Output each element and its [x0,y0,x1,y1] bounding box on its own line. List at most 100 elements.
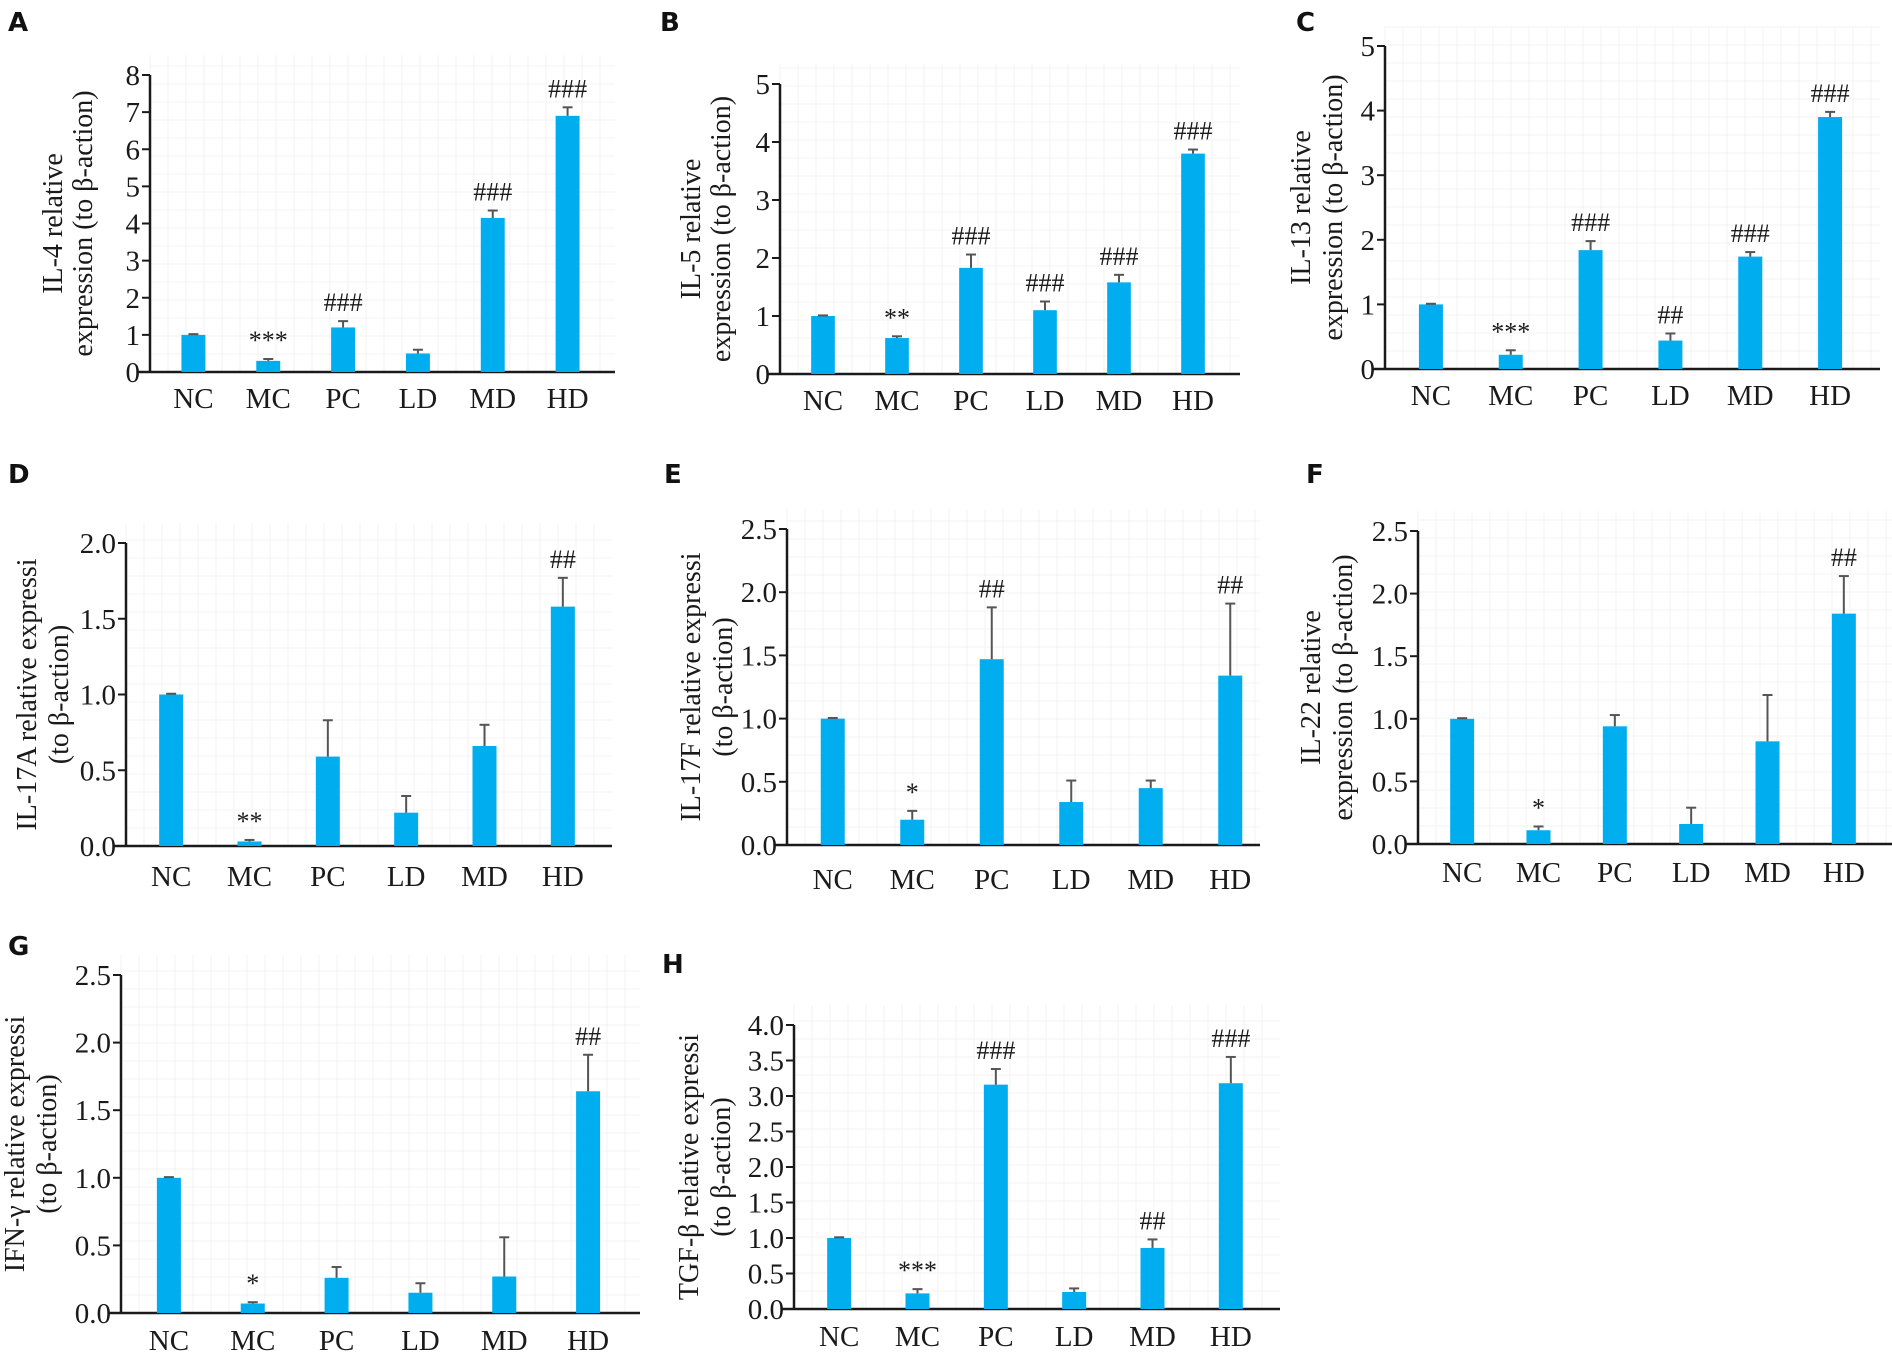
x-tick-label: LD [401,1325,440,1355]
significance-label: ## [575,1022,601,1051]
background-grid [786,509,1280,846]
significance-label: * [906,778,919,807]
bar-hd [1818,117,1843,369]
x-tick-label: MD [1127,864,1174,896]
chart-ifng: IFN-γ relative expressi (to β-action) 0.0 0… [0,955,640,1357]
y-axis-label: IL-17F relative expressi [676,552,707,821]
y-tick-label: 3 [756,185,771,217]
y-tick-label: 1.5 [741,640,777,672]
bar-nc [159,694,184,846]
y-tick-label: 3.0 [748,1081,784,1113]
y-axis-label: IL-5 relative [676,159,707,300]
significance-label: ### [548,74,587,103]
y-tick-label: 0.0 [1372,829,1408,861]
significance-label: *** [1491,317,1530,346]
y-tick-label: 2.0 [741,577,777,609]
y-tick-label: 5 [756,69,771,101]
y-tick-label: 0.0 [748,1294,784,1326]
y-axis-label: expression (to β-action) [1318,74,1349,340]
y-tick-label: 3 [1361,160,1376,192]
bar-ld [405,353,430,372]
x-tick-label: MD [461,861,508,893]
bar-md [1755,741,1780,844]
x-tick-label: NC [819,1321,859,1353]
x-tick-label: LD [387,861,426,893]
y-tick-label: 0 [1361,354,1376,386]
bar-ld [1658,340,1683,369]
x-tick-label: PC [310,861,345,893]
significance-label: *** [898,1256,937,1285]
y-tick-label: 0 [756,359,771,391]
y-tick-label: 2 [126,283,141,315]
x-tick-label: NC [803,385,843,417]
significance-label: * [246,1269,259,1298]
panel-d: D IL-17A relative expressi (to β-action) 0… [0,440,620,900]
y-axis-label: expression (to β-action) [1328,554,1359,820]
bar-ld [394,812,419,846]
y-tick-label: 1 [756,301,771,333]
chart-il17f: IL-17F relative expressi (to β-action) 0.0… [676,509,1280,896]
bar-mc [885,338,909,374]
chart-tgfb: TGF-β relative expressi (to β-action) 0.00… [674,1005,1280,1353]
bar-nc [181,334,206,372]
x-tick-label: MD [1744,857,1791,889]
x-tick-label: NC [813,864,853,896]
y-axis-label: IFN-γ relative expressi [0,1016,31,1273]
chart-il13: IL-13 relative expression (to β-action) 0 1… [1286,26,1880,412]
bar-nc [827,1238,852,1309]
panel-b: B IL-5 relative expression (to β-action) 0… [640,0,1260,420]
y-tick-label: 2.0 [80,528,116,560]
y-tick-label: 0.0 [80,831,116,863]
panel-label: C [1296,8,1316,38]
x-tick-label: NC [1411,380,1451,412]
background-grid [779,64,1240,375]
bar-pc [315,756,340,846]
y-tick-label: 0.0 [75,1298,111,1330]
bar-nc [1450,718,1475,844]
bar-pc [983,1084,1008,1309]
y-tick-label: 1.5 [75,1095,111,1127]
background-grid [120,955,640,1314]
y-tick-label: 2.5 [75,960,111,992]
y-tick-label: 0 [126,357,141,389]
y-axis-label: (to β-action) [44,625,75,764]
bar-mc [900,819,925,845]
bar-pc [331,327,356,372]
bar-nc [156,1177,181,1313]
significance-label: *** [249,326,288,355]
background-grid [149,55,615,373]
significance-label: ### [952,222,991,251]
bar-hd [1181,153,1205,374]
significance-label: ### [473,178,512,207]
bar-pc [959,267,983,374]
x-tick-label: LD [399,383,438,415]
x-tick-label: LD [1651,380,1690,412]
significance-label: ### [1811,79,1850,108]
x-tick-label: MD [1727,380,1774,412]
bar-md [480,217,505,372]
y-tick-label: 1.5 [80,604,116,636]
x-tick-label: MC [895,1321,940,1353]
panel-label: H [662,950,684,980]
x-tick-label: PC [953,385,988,417]
x-tick-label: MC [246,383,291,415]
x-tick-label: HD [567,1325,609,1355]
x-tick-label: MD [1129,1321,1176,1353]
x-tick-label: MD [481,1325,528,1355]
significance-label: ## [1831,543,1857,572]
panel-label: E [664,460,682,490]
panel-g: G IFN-γ relative expressi (to β-action) 0.… [0,900,640,1357]
y-tick-label: 0.0 [741,830,777,862]
x-tick-label: LD [1055,1321,1094,1353]
y-tick-label: 1.0 [741,704,777,736]
x-tick-label: MD [469,383,516,415]
y-tick-label: 2.0 [1372,579,1408,611]
bar-hd [550,606,575,846]
x-tick-label: LD [1672,857,1711,889]
background-grid [125,523,612,847]
background-grid [1417,511,1892,845]
significance-label: ## [550,545,576,574]
x-tick-label: NC [149,1325,189,1355]
bar-mc [256,360,281,372]
y-tick-label: 0.5 [75,1230,111,1262]
